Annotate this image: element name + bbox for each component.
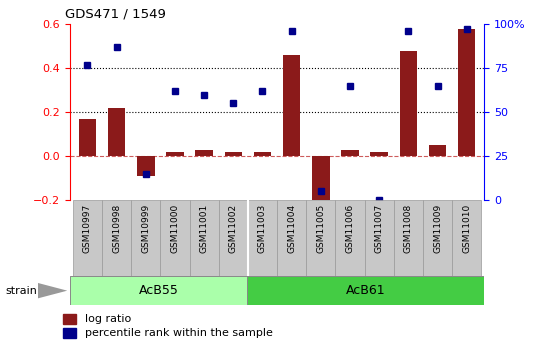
Bar bbox=[166, 152, 183, 156]
Bar bbox=[224, 152, 242, 156]
Bar bbox=[283, 55, 300, 156]
Bar bbox=[137, 156, 154, 176]
Bar bbox=[400, 51, 417, 156]
Text: GSM10997: GSM10997 bbox=[83, 204, 92, 253]
Bar bbox=[306, 200, 335, 276]
Bar bbox=[423, 200, 452, 276]
Text: GSM10999: GSM10999 bbox=[141, 204, 150, 253]
Bar bbox=[335, 200, 365, 276]
Text: GSM11009: GSM11009 bbox=[433, 204, 442, 253]
Bar bbox=[458, 29, 476, 156]
Bar bbox=[429, 145, 447, 156]
Bar bbox=[189, 200, 219, 276]
Bar bbox=[312, 156, 330, 207]
Text: GSM11003: GSM11003 bbox=[258, 204, 267, 253]
Bar bbox=[452, 200, 482, 276]
Text: GDS471 / 1549: GDS471 / 1549 bbox=[65, 8, 166, 21]
Bar bbox=[63, 328, 76, 338]
Text: GSM11010: GSM11010 bbox=[462, 204, 471, 253]
Bar bbox=[108, 108, 125, 156]
Bar bbox=[254, 152, 271, 156]
Text: GSM11004: GSM11004 bbox=[287, 204, 296, 253]
Bar bbox=[102, 200, 131, 276]
Text: GSM11006: GSM11006 bbox=[345, 204, 355, 253]
Bar bbox=[131, 200, 160, 276]
Bar bbox=[73, 200, 102, 276]
Bar bbox=[79, 119, 96, 156]
Text: GSM11008: GSM11008 bbox=[404, 204, 413, 253]
Bar bbox=[63, 314, 76, 324]
Text: strain: strain bbox=[5, 286, 37, 296]
Bar bbox=[247, 276, 484, 305]
Text: percentile rank within the sample: percentile rank within the sample bbox=[84, 328, 273, 338]
Bar bbox=[341, 149, 359, 156]
Bar bbox=[160, 200, 189, 276]
Bar bbox=[248, 200, 277, 276]
Bar bbox=[70, 276, 247, 305]
Text: GSM11001: GSM11001 bbox=[200, 204, 209, 253]
Text: GSM10998: GSM10998 bbox=[112, 204, 121, 253]
Bar bbox=[277, 200, 306, 276]
Polygon shape bbox=[38, 283, 67, 298]
Bar bbox=[219, 200, 248, 276]
Text: AcB61: AcB61 bbox=[346, 284, 386, 297]
Text: GSM11007: GSM11007 bbox=[374, 204, 384, 253]
Bar bbox=[394, 200, 423, 276]
Text: log ratio: log ratio bbox=[84, 314, 131, 324]
Text: AcB55: AcB55 bbox=[139, 284, 179, 297]
Text: GSM11002: GSM11002 bbox=[229, 204, 238, 253]
Bar bbox=[195, 149, 213, 156]
Text: GSM11000: GSM11000 bbox=[171, 204, 180, 253]
Bar bbox=[371, 152, 388, 156]
Bar bbox=[365, 200, 394, 276]
Text: GSM11005: GSM11005 bbox=[316, 204, 325, 253]
